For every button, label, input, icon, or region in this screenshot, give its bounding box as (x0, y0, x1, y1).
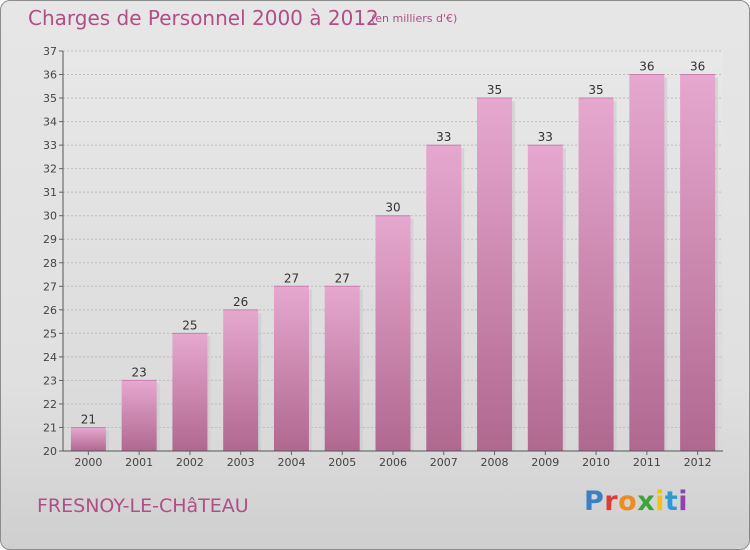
y-tick-label: 23 (43, 374, 57, 387)
logo-letter: t (664, 486, 679, 517)
y-tick-label: 32 (43, 163, 57, 176)
x-tick-label: 2001 (125, 456, 153, 469)
data-label: 21 (81, 412, 96, 426)
bar (324, 286, 360, 451)
bar (477, 98, 513, 451)
data-label: 36 (639, 60, 654, 74)
y-tick-label: 37 (43, 45, 57, 58)
bar (172, 333, 208, 451)
data-label: 26 (233, 295, 248, 309)
x-tick-label: 2003 (227, 456, 255, 469)
y-tick-label: 36 (43, 69, 57, 82)
bar (629, 74, 665, 451)
logo-letter: r (604, 486, 619, 517)
bar (223, 309, 259, 451)
logo-letter: i (655, 486, 665, 517)
data-label: 27 (284, 271, 299, 285)
y-tick-label: 24 (43, 351, 57, 364)
bar (273, 286, 309, 451)
data-label: 23 (132, 365, 147, 379)
data-label: 35 (487, 83, 502, 97)
x-tick-label: 2000 (74, 456, 102, 469)
y-tick-label: 26 (43, 304, 57, 317)
y-tick-label: 25 (43, 327, 57, 340)
y-tick-label: 28 (43, 257, 57, 270)
bar (375, 215, 411, 451)
x-tick-label: 2011 (633, 456, 661, 469)
bar (527, 145, 563, 451)
y-tick-label: 34 (43, 116, 57, 129)
logo-letter: x (637, 486, 656, 517)
bar (578, 98, 614, 451)
x-tick-label: 2012 (684, 456, 712, 469)
x-tick-label: 2008 (481, 456, 509, 469)
data-label: 33 (436, 130, 451, 144)
logo-letter: P (584, 486, 605, 517)
proxiti-logo[interactable]: Proxiti (584, 486, 688, 517)
y-tick-label: 31 (43, 186, 57, 199)
y-tick-label: 33 (43, 139, 57, 152)
bar (680, 74, 716, 451)
logo-letter: o (618, 486, 638, 517)
x-tick-label: 2010 (582, 456, 610, 469)
chart-title: Charges de Personnel 2000 à 2012 (28, 6, 379, 30)
y-tick-label: 21 (43, 421, 57, 434)
y-tick-label: 35 (43, 92, 57, 105)
y-tick-label: 27 (43, 280, 57, 293)
x-tick-label: 2005 (328, 456, 356, 469)
y-tick-label: 29 (43, 233, 57, 246)
chart-subtitle: (en milliers d'€) (371, 12, 458, 25)
data-label: 25 (182, 318, 197, 332)
x-tick-label: 2004 (277, 456, 305, 469)
location-name: FRESNOY-LE-CHâTEAU (37, 495, 249, 517)
data-label: 35 (588, 83, 603, 97)
y-tick-label: 30 (43, 210, 57, 223)
data-label: 30 (385, 201, 400, 215)
logo-letter: i (678, 486, 689, 517)
x-tick-label: 2002 (176, 456, 204, 469)
data-label: 27 (335, 271, 350, 285)
bar (121, 380, 157, 451)
bar (70, 427, 106, 451)
x-tick-label: 2007 (430, 456, 458, 469)
bar (426, 145, 462, 451)
x-tick-label: 2006 (379, 456, 407, 469)
x-tick-label: 2009 (531, 456, 559, 469)
y-tick-label: 22 (43, 398, 57, 411)
y-tick-label: 20 (43, 445, 57, 458)
data-label: 36 (690, 60, 705, 74)
data-label: 33 (538, 130, 553, 144)
